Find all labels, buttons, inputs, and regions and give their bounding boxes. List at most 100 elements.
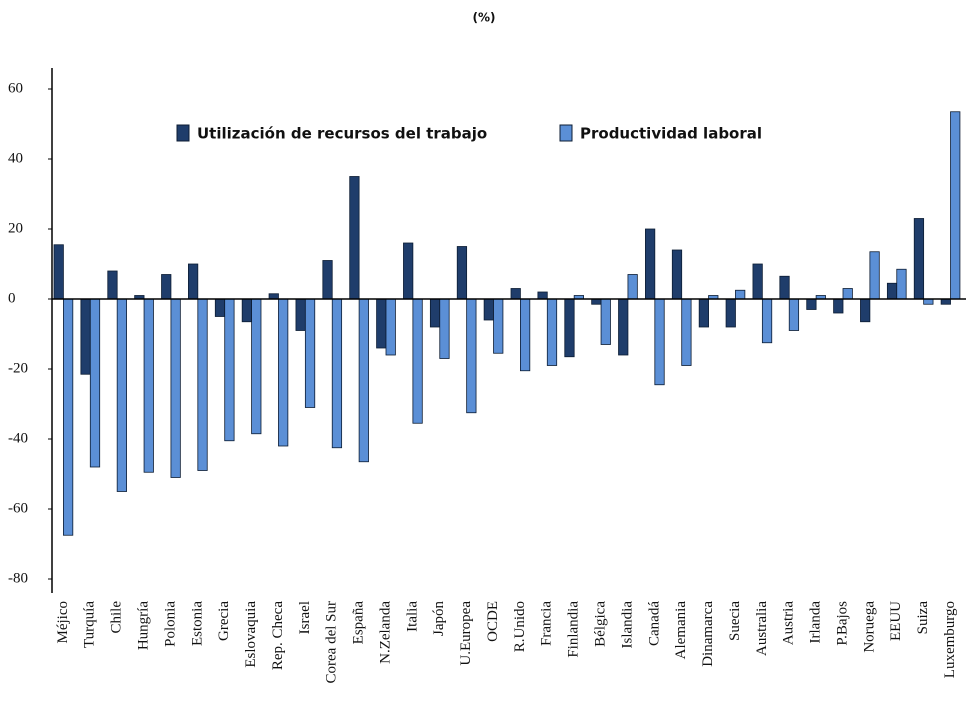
y-tick-label: -40 <box>8 430 28 446</box>
bar <box>627 274 638 300</box>
bar <box>886 282 898 300</box>
bar <box>671 249 683 300</box>
bar <box>600 298 611 345</box>
x-tick-label: Italia <box>404 601 420 632</box>
y-tick-label: 20 <box>8 220 23 236</box>
bar <box>546 298 558 366</box>
bar <box>251 298 262 435</box>
bar <box>188 263 199 300</box>
legend-swatch <box>176 124 190 142</box>
bar <box>80 298 91 375</box>
bar <box>214 298 226 317</box>
bar <box>869 251 880 300</box>
y-tick-label: -20 <box>8 360 28 376</box>
y-tick-label: -60 <box>8 500 28 516</box>
x-tick-label: Suiza <box>915 601 931 635</box>
legend-label: Utilización de recursos del trabajo <box>197 125 487 143</box>
bar <box>510 288 521 300</box>
bar <box>143 298 154 473</box>
bar <box>493 298 504 354</box>
y-tick-label: 0 <box>8 290 16 306</box>
legend-label: Productividad laboral <box>580 125 762 143</box>
bar <box>654 298 665 386</box>
bar <box>385 298 396 356</box>
x-tick-label: U.Europea <box>458 601 474 666</box>
bar <box>564 298 575 358</box>
x-tick-label: OCDE <box>485 601 501 642</box>
bar <box>376 298 387 349</box>
bar <box>116 298 127 492</box>
bar <box>278 298 289 447</box>
y-tick-label: 40 <box>8 150 23 166</box>
bar <box>53 244 64 300</box>
bar <box>913 218 925 300</box>
y-tick-label: -80 <box>8 570 28 586</box>
bar <box>412 298 423 424</box>
bar <box>349 176 360 300</box>
bar <box>466 298 477 414</box>
bar <box>618 298 629 356</box>
bar <box>429 298 441 328</box>
bar <box>241 298 252 323</box>
bar <box>107 270 118 300</box>
bar <box>923 298 934 305</box>
bar <box>860 298 871 323</box>
x-tick-label: Corea del Sur <box>324 601 340 683</box>
x-tick-label: Rep. Checa <box>270 601 286 670</box>
bar <box>725 298 736 328</box>
x-tick-label: R.Unido <box>512 601 528 652</box>
x-tick-label: Islandia <box>619 601 635 649</box>
bar <box>161 274 172 300</box>
bar <box>752 263 763 300</box>
x-tick-label: Noruega <box>861 601 877 653</box>
bar <box>331 298 343 449</box>
x-tick-label: Estonia <box>189 601 205 646</box>
bar <box>681 298 692 366</box>
x-tick-label: Luxemburgo <box>942 601 958 678</box>
x-tick-label: Bélgica <box>592 601 608 647</box>
x-tick-label: Israel <box>297 601 313 634</box>
x-tick-label: Austria <box>781 601 797 646</box>
bar <box>89 298 101 468</box>
bar <box>63 298 74 536</box>
x-tick-label: P.Bajos <box>834 601 850 646</box>
x-tick-label: Japón <box>431 601 447 636</box>
x-tick-label: Finlandia <box>566 601 582 658</box>
bar <box>403 242 414 300</box>
bar <box>950 111 961 300</box>
bar <box>645 228 656 300</box>
bar <box>591 298 602 305</box>
bar <box>833 298 844 314</box>
x-tick-label: Chile <box>109 601 125 634</box>
bar <box>304 298 316 408</box>
bar <box>439 298 450 359</box>
x-tick-label: Francia <box>539 601 555 646</box>
bar <box>735 289 746 300</box>
x-tick-label: Turquía <box>82 601 98 648</box>
x-tick-label: Irlanda <box>808 601 824 644</box>
bar <box>322 260 333 300</box>
y-tick-label: 60 <box>8 80 23 96</box>
x-tick-label: Polonia <box>162 601 178 647</box>
x-tick-label: EEUU <box>888 601 904 641</box>
x-tick-label: España <box>351 601 367 645</box>
bar <box>268 293 279 300</box>
bar <box>197 298 208 471</box>
x-tick-label: Eslovaquia <box>243 601 259 668</box>
bar <box>537 291 548 300</box>
x-tick-label: Méjico <box>55 601 71 644</box>
bar <box>779 275 790 300</box>
bar <box>842 288 853 300</box>
x-tick-label: Grecia <box>216 601 232 641</box>
bar <box>940 298 951 305</box>
x-tick-label: Dinamarca <box>700 601 716 667</box>
bar <box>761 298 773 344</box>
x-tick-label: Hungría <box>135 601 151 650</box>
bar <box>224 298 235 442</box>
bar <box>170 298 181 478</box>
bar <box>295 298 306 331</box>
x-tick-label: Suecia <box>727 601 743 641</box>
x-tick-label: N.Zelanda <box>377 601 393 664</box>
x-tick-label: Alemania <box>673 601 689 660</box>
